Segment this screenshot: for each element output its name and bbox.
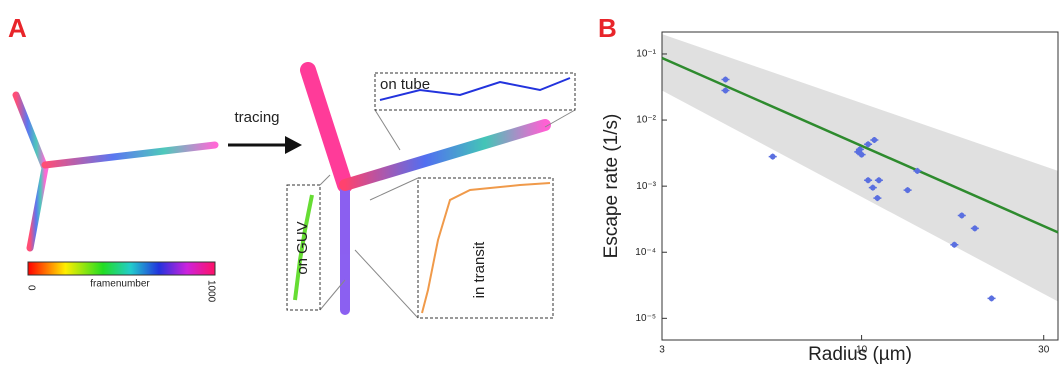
fit-line <box>662 58 1058 232</box>
point <box>865 141 871 147</box>
panel-a: A tracing on tube on GUV in transit 0 fr… <box>8 13 575 318</box>
inset-label: on tube <box>380 76 430 93</box>
arrow-head <box>285 136 302 154</box>
point <box>959 213 965 219</box>
inset-label: on GUV <box>294 221 311 274</box>
point <box>865 177 871 183</box>
point <box>723 88 729 94</box>
point <box>989 296 995 302</box>
point <box>915 168 921 174</box>
colorbar-title: framenumber <box>90 279 150 290</box>
x-tick-label: 30 <box>1038 345 1050 356</box>
raw-trajectory <box>16 95 215 248</box>
colorbar-max: 1000 <box>205 280 216 303</box>
y-tick-label: 10⁻¹ <box>636 49 656 60</box>
point <box>952 242 958 248</box>
y-axis-label: Escape rate (1/s) <box>601 114 622 259</box>
point <box>972 226 978 232</box>
point <box>859 152 865 158</box>
y-tick-label: 10⁻² <box>636 115 656 126</box>
point <box>876 177 882 183</box>
panel-label: A <box>8 13 27 43</box>
point <box>770 154 776 160</box>
point <box>875 195 881 201</box>
confidence-band <box>662 34 1058 301</box>
panel-b: B Escape rate (1/s) Radius (µm) 10⁻¹10⁻²… <box>598 13 1058 365</box>
inset-label: in transit <box>471 241 488 299</box>
arrow-label: tracing <box>234 109 279 126</box>
point <box>870 185 876 191</box>
y-tick-label: 10⁻⁵ <box>635 313 656 324</box>
point <box>872 137 878 143</box>
figure: A tracing on tube on GUV in transit 0 fr… <box>0 0 1061 374</box>
panel-label: B <box>598 13 617 43</box>
colorbar-min: 0 <box>25 285 36 291</box>
x-tick-label: 10 <box>856 345 868 356</box>
inset-boxes <box>287 73 575 318</box>
colorbar <box>28 262 215 275</box>
point <box>905 187 911 193</box>
y-tick-label: 10⁻³ <box>636 181 656 192</box>
point <box>723 77 729 83</box>
y-tick-label: 10⁻⁴ <box>635 247 656 258</box>
x-tick-label: 3 <box>659 345 665 356</box>
